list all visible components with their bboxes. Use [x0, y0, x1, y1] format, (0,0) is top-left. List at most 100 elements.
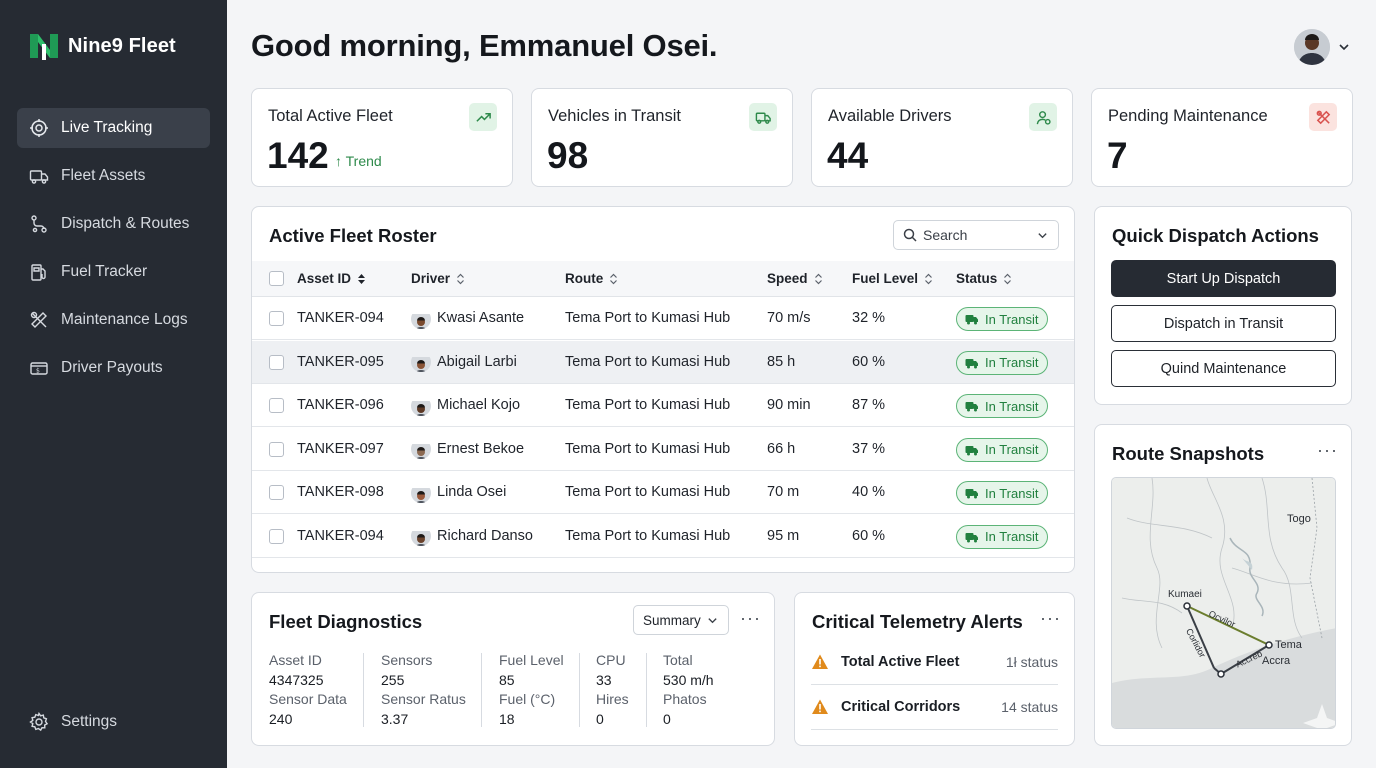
truck-icon [965, 445, 978, 455]
row-checkbox[interactable] [269, 441, 284, 457]
more-options-icon[interactable]: ··· [1040, 608, 1061, 628]
route-cell: Tema Port to Kumasi Hub [565, 397, 731, 413]
fuel-level-cell: 87 % [852, 397, 886, 413]
fuel-level-cell: 60 % [852, 527, 886, 544]
sidebar-item-label: Maintenance Logs [61, 311, 188, 328]
speed-cell: 95 m [767, 527, 800, 544]
more-options-icon[interactable]: ··· [740, 608, 761, 628]
search-icon [903, 228, 917, 242]
row-checkbox[interactable] [269, 485, 284, 500]
column-header-fuel-level[interactable]: Fuel Level [852, 261, 933, 297]
sidebar-item-dispatch-routes[interactable]: Dispatch & Routes [17, 204, 210, 244]
sidebar-item-maintenance-logs[interactable]: Maintenance Logs [17, 300, 210, 340]
truck-icon [965, 402, 978, 412]
table-row[interactable]: TANKER-094 Richard Danso Tema Port to Kuma… [252, 515, 1074, 558]
map-label-tema: Tema [1275, 639, 1302, 651]
stat-card-pending-maintenance: Pending Maintenance 7 [1091, 88, 1353, 187]
table-header: Asset ID Driver Route Speed Fuel Level S… [252, 261, 1074, 297]
brand-logo-icon [30, 34, 58, 60]
truck-icon [965, 315, 978, 325]
route-cell: Tema Port to Kumasi Hub [565, 527, 731, 544]
column-header-driver[interactable]: Driver [411, 261, 465, 297]
avatar [411, 352, 431, 372]
brand-name: Nine9 Fleet [68, 34, 176, 57]
table-row[interactable]: TANKER-097 Ernest Bekoe Tema Port to Kumas… [252, 428, 1074, 471]
table-row[interactable]: TANKER-094 Kwasi Asante Tema Port to Kumas… [252, 297, 1074, 340]
alert-label: Total Active Fleet [841, 654, 960, 670]
row-checkbox[interactable] [269, 354, 284, 370]
avatar [411, 483, 431, 503]
driver-name: Michael Kojo [437, 397, 521, 413]
select-all-checkbox[interactable] [269, 271, 284, 286]
column-header-speed[interactable]: Speed [767, 261, 823, 297]
divider [646, 653, 647, 727]
status-label: In Transit [985, 485, 1039, 501]
summary-dropdown[interactable]: Summary [633, 605, 729, 635]
truck-icon [965, 489, 978, 499]
table-row[interactable]: TANKER-098 Linda Osei Tema Port to Kumasi … [252, 471, 1074, 514]
profile-menu[interactable] [1294, 29, 1350, 65]
status-badge: In Transit [956, 524, 1049, 549]
sidebar-item-live-tracking[interactable]: Live Tracking [17, 108, 210, 148]
column-header-route[interactable]: Route [565, 261, 618, 297]
driver-cell: Ernest Bekoe [411, 428, 524, 471]
stat-card-vehicles-in-transit: Vehicles in Transit 98 [531, 88, 793, 187]
fuel-level-cell: 37 % [852, 440, 886, 457]
avatar [411, 439, 431, 459]
column-header-status[interactable]: Status [956, 261, 1012, 297]
brand[interactable]: Nine9 Fleet [28, 30, 176, 62]
sidebar-item-fleet-assets[interactable]: Fleet Assets [17, 156, 210, 196]
alert-item[interactable]: Critical Corridors 14 status [811, 685, 1058, 729]
search-input[interactable]: Search [893, 220, 1059, 250]
sidebar-item-fuel-tracker[interactable]: Fuel Tracker [17, 252, 210, 292]
driver-cell: Abigail Larbi [411, 341, 517, 384]
column-header-asset-id[interactable]: Asset ID [297, 261, 366, 297]
stat-value: 98 [547, 135, 589, 176]
stat-value: 44 [827, 135, 869, 176]
table-row[interactable]: TANKER-096 Michael Kojo Tema Port to Kumas… [252, 384, 1074, 427]
sidebar-item-driver-payouts[interactable]: $ Driver Payouts [17, 348, 210, 388]
driver-cell: Richard Danso [411, 515, 533, 558]
chevron-down-icon [1038, 233, 1047, 239]
asset-id-cell: TANKER-094 [297, 310, 384, 326]
table-row[interactable]: TANKER-095 Abigail Larbi Tema Port to Kuma… [252, 340, 1074, 384]
route-cell: Tema Port to Kumasi Hub [565, 353, 731, 370]
fuel-level-cell: 32 % [852, 310, 886, 326]
quind-maintenance-button[interactable]: Quind Maintenance [1111, 350, 1336, 387]
sidebar-nav: Live Tracking Fleet Assets Dispatch & Ro… [17, 108, 210, 396]
alert-item[interactable]: Total Active Fleet 1ł status [811, 640, 1058, 684]
sidebar-item-label: Live Tracking [61, 119, 153, 136]
asset-id-cell: TANKER-097 [297, 440, 384, 457]
row-checkbox[interactable] [269, 311, 284, 326]
alerts-title: Critical Telemetry Alerts [812, 611, 1023, 632]
start-up-dispatch-button[interactable]: Start Up Dispatch [1111, 260, 1336, 297]
status-badge: In Transit [956, 350, 1049, 375]
status-label: In Transit [985, 398, 1039, 414]
fleet-roster-table: Active Fleet Roster Search Asset ID Driv… [251, 206, 1075, 573]
settings-label: Settings [61, 713, 118, 730]
more-options-icon[interactable]: ··· [1317, 440, 1338, 460]
avatar [1294, 29, 1330, 65]
fuel-icon [29, 262, 49, 282]
dispatch-in-transit-button[interactable]: Dispatch in Transit [1111, 305, 1336, 342]
critical-alerts-panel: Critical Telemetry Alerts ··· Total Acti… [794, 592, 1075, 746]
status-badge: In Transit [956, 307, 1049, 331]
payout-icon: $ [29, 358, 49, 378]
route-map[interactable]: Togo Kumaei Tema Accra Ocvilor Corlidor … [1111, 477, 1336, 729]
divider [811, 684, 1058, 685]
sidebar-item-settings[interactable]: Settings [29, 712, 117, 732]
live-tracking-icon [29, 118, 49, 138]
row-checkbox[interactable] [269, 528, 284, 544]
driver-name: Kwasi Asante [437, 310, 525, 326]
speed-cell: 85 h [767, 353, 796, 370]
route-cell: Tema Port to Kumasi Hub [565, 484, 731, 500]
diag-column: Asset ID 4347325 Sensor Data 240 [269, 652, 347, 727]
route-snapshots-title: Route Snapshots [1112, 443, 1265, 464]
row-checkbox[interactable] [269, 398, 284, 413]
driver-name: Ernest Bekoe [437, 440, 525, 457]
diag-column: Sensors 255 Sensor Ratus 3.37 [381, 652, 466, 727]
sidebar-item-label: Dispatch & Routes [61, 215, 190, 232]
stat-title: Available Drivers [828, 107, 952, 125]
diagnostics-title: Fleet Diagnostics [269, 611, 423, 632]
diag-column: Fuel Level 85 Fuel (°C) 18 [499, 652, 564, 727]
